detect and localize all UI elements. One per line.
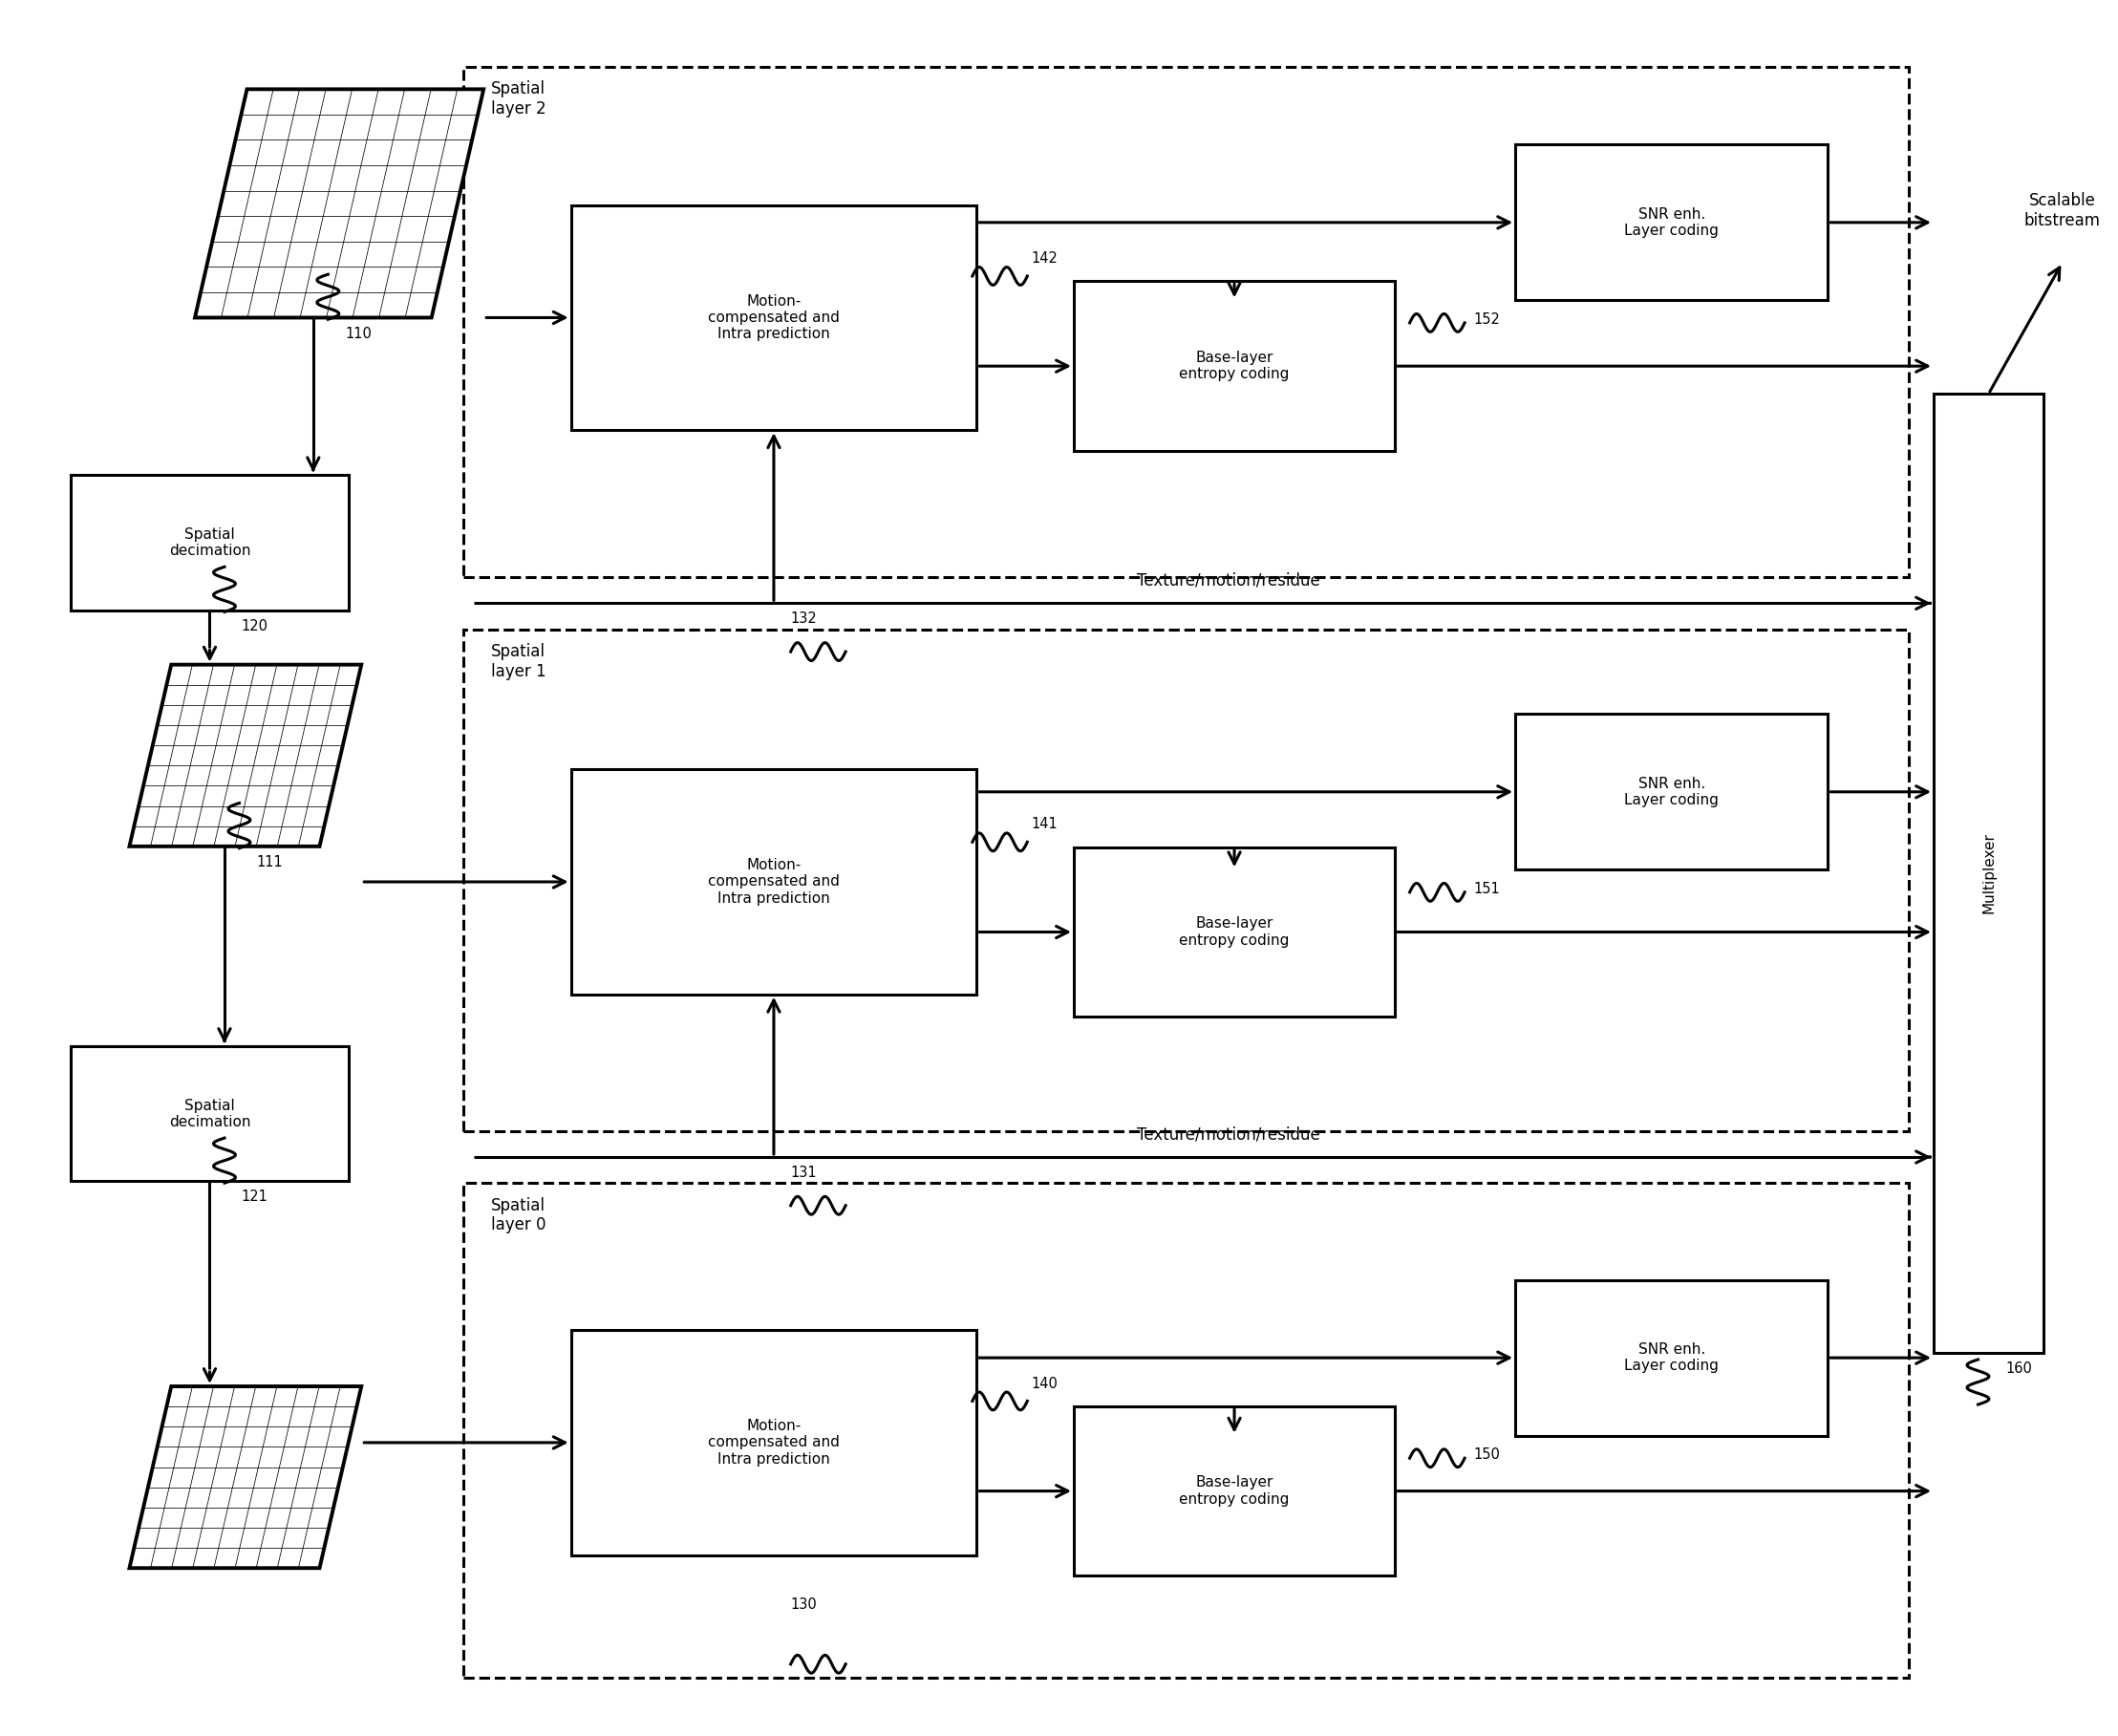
Bar [70,476,349,609]
Polygon shape [195,89,483,318]
Text: Motion-
compensated and
Intra prediction: Motion- compensated and Intra prediction [707,293,839,342]
Bar [572,769,976,995]
Text: Multiplexer: Multiplexer [1982,833,1995,913]
Polygon shape [129,665,362,847]
Text: Spatial
decimation: Spatial decimation [169,1099,250,1128]
Text: 142: 142 [1031,252,1059,266]
Text: SNR enh.
Layer coding: SNR enh. Layer coding [1625,776,1720,807]
Text: Base-layer
entropy coding: Base-layer entropy coding [1180,1476,1290,1507]
Text: Motion-
compensated and
Intra prediction: Motion- compensated and Intra prediction [707,858,839,906]
Text: Spatial
layer 1: Spatial layer 1 [491,642,546,681]
Bar [464,628,1908,1132]
Bar [70,1047,349,1180]
Text: 132: 132 [790,611,818,627]
Text: 160: 160 [2006,1361,2031,1375]
Text: 111: 111 [256,856,282,870]
Text: Scalable
bitstream: Scalable bitstream [2025,191,2101,229]
Bar [464,66,1908,578]
Bar [1934,394,2044,1352]
Text: 152: 152 [1474,312,1500,326]
Text: 150: 150 [1474,1448,1500,1462]
Text: 120: 120 [241,618,269,634]
Bar [1514,144,1828,300]
Text: SNR enh.
Layer coding: SNR enh. Layer coding [1625,1342,1720,1373]
Text: 140: 140 [1031,1377,1059,1391]
Text: Base-layer
entropy coding: Base-layer entropy coding [1180,351,1290,382]
Text: SNR enh.
Layer coding: SNR enh. Layer coding [1625,207,1720,238]
Bar [1514,1279,1828,1436]
Text: 121: 121 [241,1189,269,1205]
Text: Base-layer
entropy coding: Base-layer entropy coding [1180,917,1290,948]
Bar [464,1182,1908,1679]
Polygon shape [129,1387,362,1568]
Bar [572,205,976,431]
Text: 131: 131 [790,1165,818,1180]
Text: Spatial
decimation: Spatial decimation [169,528,250,557]
Text: 141: 141 [1031,818,1059,832]
Text: Texture/motion/residue: Texture/motion/residue [1137,1127,1320,1144]
Text: Spatial
layer 2: Spatial layer 2 [491,80,546,118]
Text: 110: 110 [345,326,371,340]
Text: Texture/motion/residue: Texture/motion/residue [1137,573,1320,589]
Bar [1074,281,1396,451]
Text: Spatial
layer 0: Spatial layer 0 [491,1196,546,1234]
Bar [572,1330,976,1555]
Text: 151: 151 [1474,882,1500,896]
Bar [1074,847,1396,1017]
Text: 130: 130 [790,1597,818,1613]
Bar [1514,713,1828,870]
Bar [1074,1406,1396,1576]
Text: Motion-
compensated and
Intra prediction: Motion- compensated and Intra prediction [707,1418,839,1467]
